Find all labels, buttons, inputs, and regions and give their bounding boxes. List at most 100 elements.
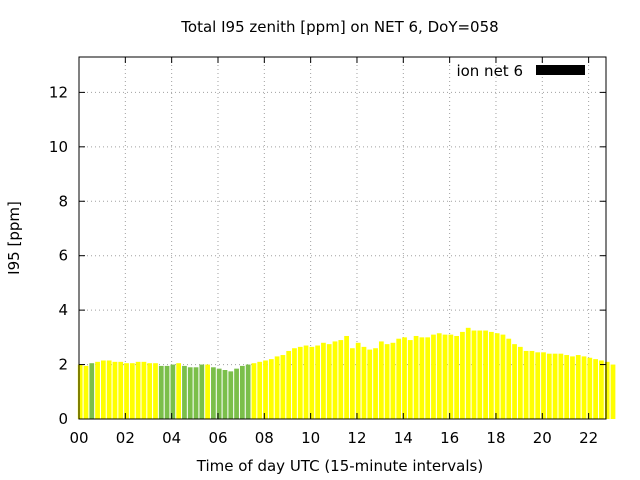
bar	[95, 361, 100, 419]
bars	[77, 327, 616, 419]
bar	[558, 353, 564, 419]
bar	[147, 363, 153, 419]
bar	[135, 361, 141, 419]
y-tick-label: 10	[49, 138, 68, 156]
bar	[257, 361, 263, 419]
bar	[402, 337, 407, 419]
bar	[332, 341, 338, 419]
bar	[564, 355, 570, 419]
bar	[489, 331, 494, 419]
bar	[321, 342, 326, 419]
bar	[373, 348, 378, 419]
bar	[239, 365, 245, 419]
bar	[355, 342, 361, 419]
bar	[263, 360, 268, 419]
bar	[297, 346, 303, 419]
bar	[89, 363, 95, 419]
y-tick-label: 4	[58, 301, 68, 319]
bar	[164, 365, 170, 419]
bar	[170, 364, 176, 419]
y-tick-label: 8	[58, 192, 68, 210]
y-tick-label: 12	[49, 83, 68, 101]
x-tick-label: 16	[440, 429, 459, 447]
bar	[419, 337, 425, 419]
bar	[112, 361, 118, 419]
bar	[396, 338, 402, 419]
bar	[535, 352, 541, 419]
bar	[216, 368, 222, 419]
bar	[350, 348, 355, 419]
bar	[268, 359, 274, 419]
bar	[77, 364, 83, 419]
bar	[454, 335, 459, 419]
bar	[124, 363, 129, 419]
bar	[176, 363, 182, 419]
bar	[274, 356, 280, 419]
bar	[448, 334, 454, 419]
bar	[390, 342, 396, 419]
bar	[517, 346, 523, 419]
bar	[500, 334, 506, 419]
bar	[222, 370, 228, 419]
bar	[234, 368, 239, 419]
bar	[483, 330, 488, 419]
x-tick-label: 10	[301, 429, 320, 447]
bar	[245, 364, 251, 419]
bar	[378, 341, 384, 419]
bar	[251, 363, 257, 419]
bar	[529, 350, 535, 419]
plot-frame	[78, 56, 607, 420]
bar	[280, 355, 286, 419]
bar	[361, 346, 367, 419]
bar	[367, 349, 373, 419]
bar	[309, 346, 315, 419]
bar	[100, 360, 106, 419]
bar	[129, 363, 135, 419]
x-tick-label: 12	[347, 429, 366, 447]
bar	[523, 350, 529, 419]
bar	[581, 356, 587, 419]
bar	[425, 337, 431, 419]
x-tick-label: 22	[579, 429, 598, 447]
bar	[494, 333, 500, 419]
bar	[106, 360, 112, 419]
bar	[384, 344, 390, 419]
bar	[570, 356, 575, 419]
bar	[593, 359, 598, 419]
bar	[552, 353, 558, 419]
bar	[286, 350, 292, 419]
bar	[182, 365, 187, 419]
bar	[228, 371, 234, 419]
bar	[83, 365, 89, 419]
bar	[610, 364, 616, 419]
bar	[471, 330, 477, 419]
bar	[407, 340, 413, 419]
bar	[338, 340, 344, 419]
x-tick-label: 00	[69, 429, 88, 447]
bar	[199, 364, 205, 419]
x-tick-label: 06	[208, 429, 227, 447]
bar	[326, 344, 332, 419]
bar	[575, 355, 581, 419]
bar	[344, 335, 349, 419]
bar	[587, 357, 593, 419]
y-axis-label: I95 [ppm]	[5, 201, 23, 275]
bar	[506, 338, 512, 419]
y-tick-label: 6	[58, 247, 68, 265]
bar	[153, 363, 158, 419]
bar	[158, 365, 164, 419]
bar	[465, 327, 471, 419]
x-axis-label: Time of day UTC (15-minute intervals)	[196, 457, 483, 475]
x-tick-label: 20	[533, 429, 552, 447]
y-tick-label: 0	[58, 410, 68, 428]
bar	[205, 364, 210, 419]
chart-title: Total I95 zenith [ppm] on NET 6, DoY=058	[180, 18, 498, 36]
bar	[211, 367, 216, 419]
x-tick-label: 02	[116, 429, 135, 447]
y-tick-label: 2	[58, 356, 68, 374]
bar	[460, 331, 465, 419]
gridlines	[79, 57, 606, 419]
bar	[604, 361, 610, 419]
